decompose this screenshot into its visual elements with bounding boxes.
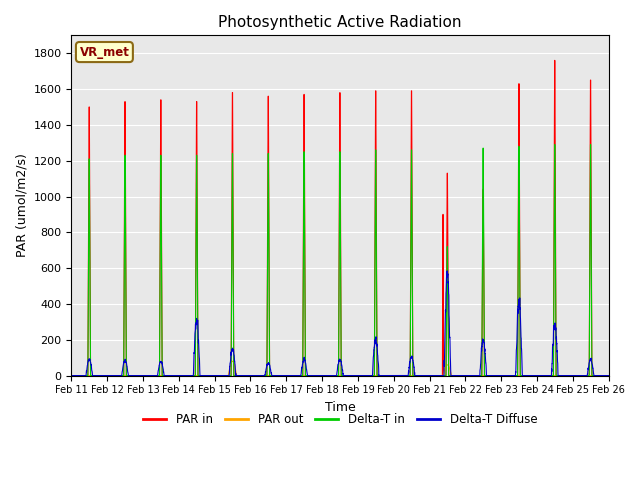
Delta-T in [551, 142, 559, 147]
Delta-T Diffuse [580, 372, 588, 378]
PAR in [394, 372, 401, 378]
Delta-T Diffuse [246, 372, 253, 378]
Line: Delta-T Diffuse: Delta-T Diffuse [72, 271, 609, 375]
Delta-T in [605, 372, 612, 378]
PAR out [394, 372, 401, 378]
Delta-T Diffuse [68, 372, 76, 378]
Line: Delta-T in: Delta-T in [72, 144, 609, 375]
PAR out [228, 359, 236, 364]
Y-axis label: PAR (umol/m2/s): PAR (umol/m2/s) [15, 154, 28, 257]
Title: Photosynthetic Active Radiation: Photosynthetic Active Radiation [218, 15, 461, 30]
Delta-T in [580, 372, 588, 378]
Delta-T Diffuse [605, 372, 612, 378]
Line: PAR in: PAR in [72, 60, 609, 375]
PAR in [605, 372, 612, 378]
Delta-T in [394, 372, 401, 378]
Delta-T in [68, 372, 76, 378]
Delta-T Diffuse [394, 372, 401, 378]
PAR in [175, 372, 182, 378]
PAR out [175, 372, 182, 378]
Delta-T Diffuse [444, 268, 451, 274]
PAR out [580, 372, 588, 378]
PAR out [68, 372, 76, 378]
Delta-T Diffuse [326, 372, 333, 378]
Delta-T in [175, 372, 182, 378]
PAR out [326, 372, 333, 378]
PAR in [246, 372, 253, 378]
Delta-T Diffuse [175, 372, 182, 378]
Line: PAR out: PAR out [72, 361, 609, 375]
Delta-T in [282, 372, 289, 378]
Legend: PAR in, PAR out, Delta-T in, Delta-T Diffuse: PAR in, PAR out, Delta-T in, Delta-T Dif… [138, 408, 542, 431]
Delta-T in [326, 372, 333, 378]
Delta-T in [246, 372, 253, 378]
PAR out [282, 372, 289, 378]
PAR out [246, 372, 253, 378]
PAR in [580, 372, 588, 378]
Text: VR_met: VR_met [79, 46, 129, 59]
PAR in [551, 58, 559, 63]
PAR out [605, 372, 612, 378]
PAR in [68, 372, 76, 378]
X-axis label: Time: Time [324, 401, 355, 414]
PAR in [326, 372, 333, 378]
Delta-T Diffuse [282, 372, 289, 378]
PAR in [282, 372, 289, 378]
